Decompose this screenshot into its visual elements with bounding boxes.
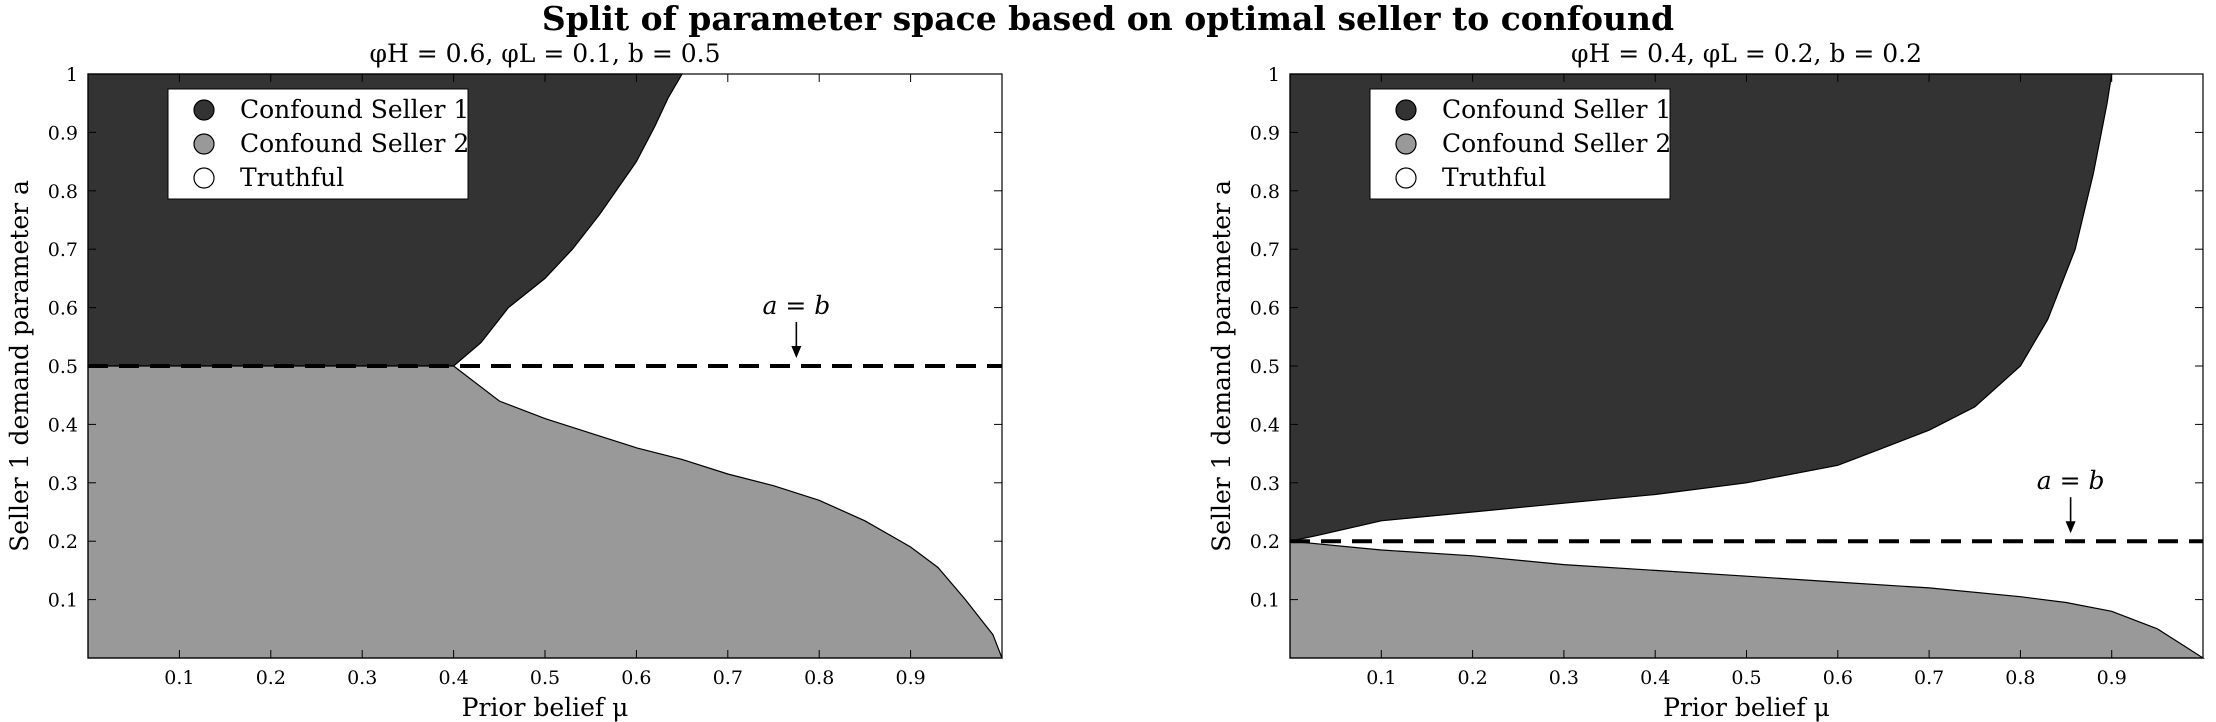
x-tick-label: 0.1 — [1366, 667, 1396, 689]
x-tick-label: 0.4 — [438, 667, 468, 689]
y-tick-label: 0.7 — [1250, 239, 1280, 261]
y-tick-label: 0.8 — [1250, 181, 1280, 203]
y-tick-label: 0.5 — [48, 356, 78, 378]
y-tick-label: 0.4 — [1250, 414, 1280, 436]
legend-label: Truthful — [1442, 163, 1546, 192]
annotation-arrow-head — [2065, 521, 2076, 534]
y-tick-label: 0.9 — [48, 122, 78, 144]
y-tick-label: 0.7 — [48, 239, 78, 261]
legend-marker — [1395, 167, 1417, 189]
panel-title: φH = 0.6, φL = 0.1, b = 0.5 — [369, 39, 720, 68]
y-tick-label: 0.8 — [48, 181, 78, 203]
legend: Confound Seller 1 Confound Seller 2 Truthf… — [167, 88, 469, 200]
legend-box — [167, 88, 469, 200]
annotation-a-equals-b: a = b — [762, 291, 830, 320]
x-tick-label: 0.5 — [530, 667, 560, 689]
x-tick-label: 0.8 — [2005, 667, 2035, 689]
y-tick-label: 0.2 — [48, 531, 78, 553]
y-tick-label: 0.6 — [48, 298, 78, 320]
y-tick-label: 0.3 — [1250, 473, 1280, 495]
legend-marker — [193, 133, 215, 155]
annotation-a-equals-b: a = b — [2037, 466, 2105, 495]
x-tick-label: 0.3 — [1549, 667, 1579, 689]
y-tick-label: 0.3 — [48, 473, 78, 495]
legend-label: Confound Seller 2 — [240, 129, 469, 158]
panel-title: φH = 0.4, φL = 0.2, b = 0.2 — [1571, 39, 1922, 68]
y-tick-label: 0.4 — [48, 414, 78, 436]
x-tick-label: 0.7 — [1914, 667, 1944, 689]
x-tick-label: 0.3 — [347, 667, 377, 689]
panel-left: a = b 0.1 0.2 0.3 0.4 0.5 0.6 0.7 0.8 0.9 0.1 0.2 0.… — [5, 39, 1003, 722]
x-tick-label: 0.9 — [2097, 667, 2127, 689]
legend-label: Confound Seller 1 — [240, 95, 469, 124]
y-tick-label: 0.5 — [1250, 356, 1280, 378]
legend-marker — [1395, 133, 1417, 155]
x-tick-label: 0.9 — [895, 667, 925, 689]
y-tick-label: 1 — [66, 64, 78, 86]
suptitle: Split of parameter space based on optima… — [542, 0, 1674, 38]
legend: Confound Seller 1 Confound Seller 2 Truthf… — [1369, 88, 1671, 200]
panel-right: a = b 0.1 0.2 0.3 0.4 0.5 0.6 0.7 0.8 0.9 0.1 0.2 0.… — [1207, 39, 2206, 722]
x-tick-label: 0.1 — [164, 667, 194, 689]
legend-marker — [1395, 99, 1417, 121]
x-tick-label: 0.4 — [1640, 667, 1670, 689]
y-axis-label: Seller 1 demand parameter a — [1207, 180, 1236, 552]
x-tick-label: 0.5 — [1731, 667, 1761, 689]
x-axis-label: Prior belief μ — [462, 693, 629, 722]
x-tick-label: 0.7 — [713, 667, 743, 689]
legend-label: Confound Seller 2 — [1442, 129, 1671, 158]
x-tick-label: 0.2 — [1457, 667, 1487, 689]
x-tick-label: 0.6 — [621, 667, 651, 689]
y-tick-label: 0.9 — [1250, 122, 1280, 144]
x-tick-label: 0.2 — [256, 667, 286, 689]
y-tick-label: 0.6 — [1250, 298, 1280, 320]
legend-label: Truthful — [240, 163, 344, 192]
legend-marker — [193, 167, 215, 189]
y-tick-label: 0.2 — [1250, 531, 1280, 553]
legend-label: Confound Seller 1 — [1442, 95, 1671, 124]
y-tick-label: 0.1 — [1250, 590, 1280, 612]
x-axis-label: Prior belief μ — [1663, 693, 1830, 722]
annotation-arrow-head — [791, 346, 802, 358]
y-axis-label: Seller 1 demand parameter a — [5, 180, 34, 552]
y-tick-label: 0.1 — [48, 590, 78, 612]
legend-box — [1369, 88, 1671, 200]
y-tick-label: 1 — [1268, 64, 1280, 86]
legend-marker — [193, 99, 215, 121]
x-tick-label: 0.6 — [1823, 667, 1853, 689]
x-tick-label: 0.8 — [804, 667, 834, 689]
